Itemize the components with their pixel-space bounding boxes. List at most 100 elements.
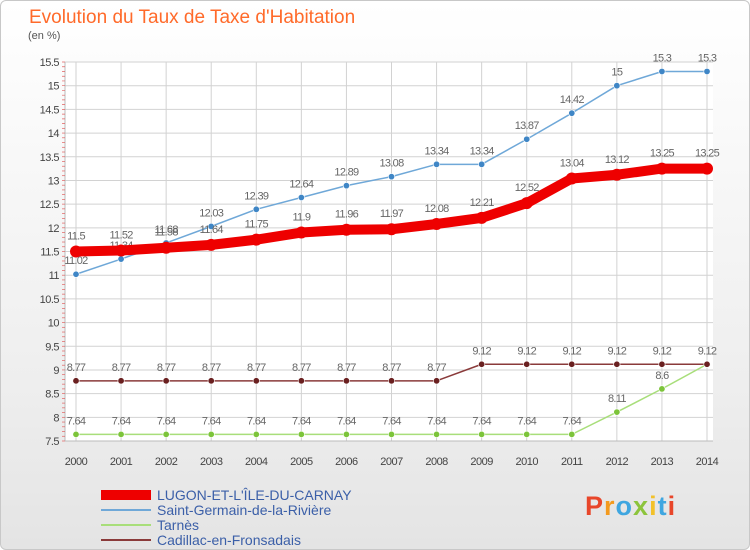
data-point (433, 430, 441, 438)
data-label: 12.52 (515, 182, 540, 194)
legend-label: Cadillac-en-Fronsadais (157, 532, 301, 548)
data-label: 9.12 (653, 345, 672, 357)
data-point (297, 430, 305, 438)
x-tick-label: 2011 (561, 456, 583, 468)
data-label: 15 (611, 67, 622, 79)
data-point (613, 82, 621, 90)
data-point (342, 377, 350, 385)
data-label: 12.08 (425, 203, 450, 215)
data-point (658, 360, 666, 368)
data-point (430, 218, 443, 231)
data-point (523, 430, 531, 438)
legend-label: Saint-Germain-de-la-Rivière (157, 502, 332, 518)
y-tick-label: 14.5 (40, 104, 60, 116)
data-point (387, 173, 395, 181)
y-tick-label: 12 (48, 223, 60, 235)
data-point (568, 360, 576, 368)
legend-swatch-saint-germain (101, 509, 151, 511)
data-point (115, 244, 128, 257)
legend-label: Tarnès (157, 517, 200, 533)
data-label: 13.34 (470, 145, 495, 157)
data-point (252, 205, 260, 213)
data-point (252, 430, 260, 438)
brand-letter: t (657, 491, 668, 521)
data-point (387, 377, 395, 385)
data-label: 7.64 (517, 415, 536, 427)
data-label: 9.12 (608, 345, 627, 357)
data-label: 12.89 (334, 167, 359, 179)
legend-swatch-lugon (101, 490, 151, 500)
data-point (613, 408, 621, 416)
data-label: 7.64 (67, 415, 86, 427)
data-label: 12.21 (470, 197, 495, 209)
data-label: 11.52 (109, 230, 133, 242)
data-label: 7.64 (247, 415, 266, 427)
data-point (658, 385, 666, 393)
y-tick-label: 9 (53, 365, 59, 377)
data-label: 7.64 (427, 415, 446, 427)
y-tick-label: 10.5 (40, 294, 60, 306)
data-point (613, 360, 621, 368)
data-point (475, 211, 488, 224)
data-point (565, 172, 578, 185)
data-label: 9.12 (698, 345, 717, 357)
data-label: 7.64 (292, 415, 311, 427)
data-label: 15.3 (653, 52, 672, 64)
data-label: 14.42 (560, 94, 585, 106)
data-label: 7.64 (562, 415, 581, 427)
brand-letter: x (633, 491, 650, 521)
x-tick-label: 2000 (65, 456, 88, 468)
data-point (701, 162, 713, 175)
y-tick-label: 15.5 (40, 57, 60, 69)
data-point (207, 430, 215, 438)
data-point (387, 430, 395, 438)
data-point (117, 255, 125, 263)
data-point (160, 241, 173, 254)
x-tick-label: 2010 (515, 456, 538, 468)
data-label: 8.77 (292, 362, 311, 374)
data-label: 11.58 (155, 227, 179, 239)
data-label: 11.97 (380, 208, 404, 220)
y-tick-label: 13.5 (40, 152, 60, 164)
data-point (252, 377, 260, 385)
data-label: 12.64 (289, 178, 314, 190)
data-label: 13.08 (379, 158, 404, 170)
data-label: 7.64 (337, 415, 356, 427)
y-tick-label: 14 (48, 128, 60, 140)
y-tick-label: 15 (48, 81, 60, 93)
data-point (478, 360, 486, 368)
x-tick-label: 2012 (606, 456, 629, 468)
data-label: 11.02 (64, 255, 88, 267)
data-label: 8.77 (157, 362, 176, 374)
data-point (610, 168, 623, 181)
data-point (478, 430, 486, 438)
data-label: 15.3 (698, 52, 717, 64)
data-label: 7.64 (157, 415, 176, 427)
data-point (568, 109, 576, 117)
y-tick-label: 13 (48, 175, 60, 187)
x-tick-label: 2007 (380, 456, 403, 468)
data-label: 8.77 (247, 362, 266, 374)
data-point (72, 270, 80, 278)
y-tick-label: 8 (53, 412, 59, 424)
legend-swatch-cadillac (101, 539, 151, 541)
brand-letter: o (615, 491, 634, 521)
data-point (72, 377, 80, 385)
y-tick-label: 11.5 (40, 247, 59, 259)
x-tick-label: 2009 (470, 456, 493, 468)
data-label: 11.68 (155, 224, 179, 236)
data-label: 8.77 (202, 362, 221, 374)
data-label: 7.64 (202, 415, 221, 427)
data-label: 11.75 (245, 219, 269, 231)
data-point (703, 67, 711, 75)
data-label: 13.87 (515, 120, 540, 132)
data-point (658, 67, 666, 75)
data-point (520, 197, 533, 210)
data-label: 13.25 (695, 148, 720, 160)
data-point (342, 182, 350, 190)
y-tick-label: 7.5 (45, 436, 59, 448)
data-point (703, 360, 711, 368)
data-label: 11.96 (335, 209, 359, 221)
data-point (340, 223, 353, 236)
